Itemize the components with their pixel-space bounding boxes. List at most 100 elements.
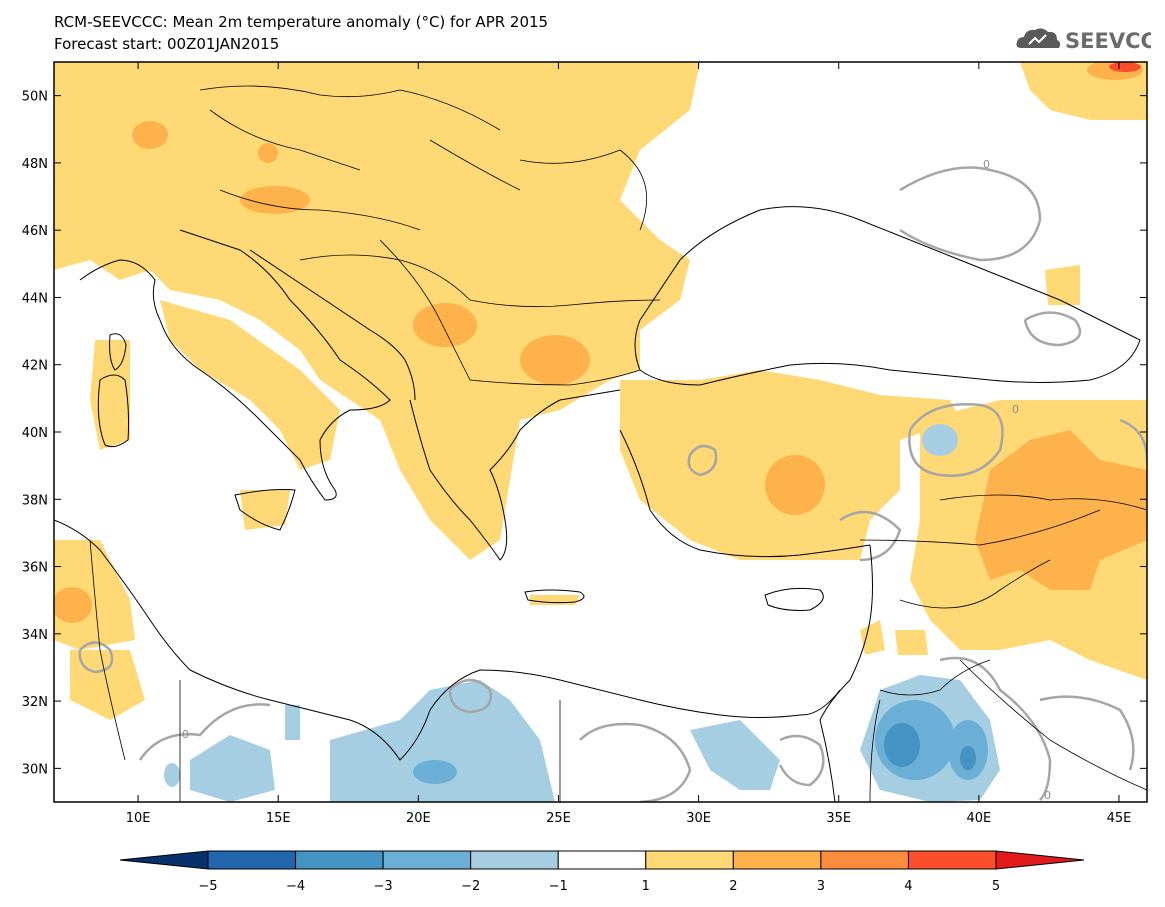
anomaly-4-to-5-areas — [1109, 62, 1141, 72]
caucasus-zero-contour — [1023, 311, 1082, 347]
lat-tick-label: 44N — [22, 291, 48, 306]
sicily-coastline — [234, 489, 296, 531]
austria-warm-core — [240, 186, 310, 214]
egypt-zero-contour — [579, 722, 692, 802]
levant-warm-area — [860, 620, 885, 655]
lon-tick-label: 20E — [406, 811, 431, 826]
cyprus-east-warm-area — [895, 630, 928, 655]
central-europe-warm-area — [54, 62, 700, 560]
tunisia-warm-core — [54, 587, 92, 623]
italy-coastline — [79, 229, 391, 501]
aegean-east-zero-contour — [687, 444, 718, 477]
greece-coastline — [409, 389, 621, 561]
lat-tick-label: 46N — [22, 224, 48, 239]
levant-coastline — [819, 544, 873, 721]
lat-tick-label: 40N — [22, 426, 48, 441]
corsica-coastline — [109, 333, 127, 371]
lat-tick-label: 36N — [22, 561, 48, 576]
turkey-east-cool-spot — [922, 424, 958, 456]
anatolia-south-coastline — [619, 429, 871, 558]
colorbar-label: 3 — [817, 879, 825, 894]
lat-tick-label: 38N — [22, 493, 48, 508]
crete-coastline — [524, 589, 585, 604]
anomaly-minus3-to-minus4-areas — [884, 723, 976, 770]
syria-zero-contour — [839, 510, 902, 562]
italy-warm-area — [160, 300, 340, 470]
colorbar-over-arrow — [995, 850, 1085, 870]
lat-tick-label: 34N — [22, 628, 48, 643]
logo-text: SEEVCCC — [1065, 29, 1151, 53]
colorbar-segment — [295, 850, 384, 870]
lat-tick-label: 32N — [22, 695, 48, 710]
zero-contours — [78, 166, 1147, 802]
colorbar-label: 5 — [992, 879, 1000, 894]
colorbar-segment — [207, 850, 297, 870]
sardinia-warm-area — [90, 340, 130, 450]
colorbar-label: 1 — [642, 879, 650, 894]
adriatic-coastline — [249, 249, 416, 401]
saudi-cold-core — [960, 746, 976, 770]
black-sea-coastline — [634, 206, 1141, 386]
anomaly-2-to-3-areas — [54, 62, 1147, 623]
colorbar-label: −4 — [286, 879, 305, 894]
colorbar-label: 2 — [729, 879, 737, 894]
libya-zero-contour — [448, 678, 493, 714]
contour-labels: 0 0 0 0 — [182, 158, 1051, 802]
forecast-start-label: Forecast start: 00Z01JAN2015 — [54, 35, 280, 53]
lon-tick-label: 25E — [546, 811, 571, 826]
seevccc-logo: SEEVCCC — [1016, 28, 1151, 53]
arabia-zero-contour — [939, 656, 1052, 801]
lon-tick-label: 35E — [826, 811, 851, 826]
serbia-warm-core — [413, 303, 477, 347]
sardinia-coastline — [97, 374, 130, 448]
sirte-cool-area — [285, 705, 300, 740]
ukraine-zero-contour — [899, 166, 1042, 262]
colorbar-label: −3 — [374, 879, 393, 894]
colorbar-segment — [557, 850, 647, 870]
lon-tick-label: 40E — [966, 811, 991, 826]
colorbar-segment — [645, 850, 734, 870]
ukraine-hot-core — [1109, 62, 1141, 72]
colorbar-segment — [820, 850, 909, 870]
contour-label: 0 — [1012, 403, 1019, 416]
lon-tick-label: 10E — [126, 811, 151, 826]
cyprus-coastline — [764, 587, 824, 611]
colorbar-label: 4 — [904, 879, 912, 894]
sinai-zero-contour — [778, 734, 825, 787]
libya-west-zero-contour — [138, 703, 271, 761]
lon-tick-label: 15E — [266, 811, 291, 826]
red-sea-coastline — [819, 719, 836, 802]
colorbar-label: −5 — [198, 879, 217, 894]
lat-tick-label: 48N — [22, 157, 48, 172]
colorbar-segment — [907, 850, 997, 870]
axis-ticks: 50N 48N 46N 44N 42N 40N 38N 36N 34N 32N 30N 10E 15E 2… — [22, 62, 1147, 826]
libya-cool-area — [330, 680, 555, 802]
tunisia-cool-spot — [164, 763, 180, 787]
lon-tick-label: 45E — [1107, 811, 1132, 826]
africa-north-coastline — [54, 519, 841, 761]
libya-cool-core — [413, 760, 457, 784]
lon-tick-label: 30E — [686, 811, 711, 826]
lat-tick-label: 50N — [22, 90, 48, 105]
colorbar-segment — [732, 850, 822, 870]
lat-tick-label: 42N — [22, 359, 48, 374]
crete-warm-area — [530, 595, 580, 605]
colorbar-label: −1 — [549, 879, 568, 894]
colorbar: −5 −4 −3 −2 −1 1 2 3 4 5 — [119, 850, 1085, 894]
cloud-icon — [1016, 28, 1061, 48]
colorbar-segment — [470, 850, 559, 870]
tunisia-zero-contour — [78, 641, 114, 674]
contour-label: 0 — [182, 728, 189, 741]
saudi-east-zero-contour — [1039, 695, 1135, 771]
sicily-warm-area — [240, 490, 290, 530]
libya-west-cool-area — [190, 735, 275, 802]
contour-label: 0 — [1044, 789, 1051, 802]
caucasus-warm-area — [1045, 265, 1080, 305]
colorbar-label: −2 — [461, 879, 480, 894]
czech-warm-core — [132, 121, 168, 149]
turkey-east-zero-contour — [908, 403, 1004, 477]
bavaria-warm-core — [258, 143, 278, 163]
colorbar-under-arrow — [119, 850, 209, 870]
bulgaria-warm-core — [520, 335, 590, 385]
